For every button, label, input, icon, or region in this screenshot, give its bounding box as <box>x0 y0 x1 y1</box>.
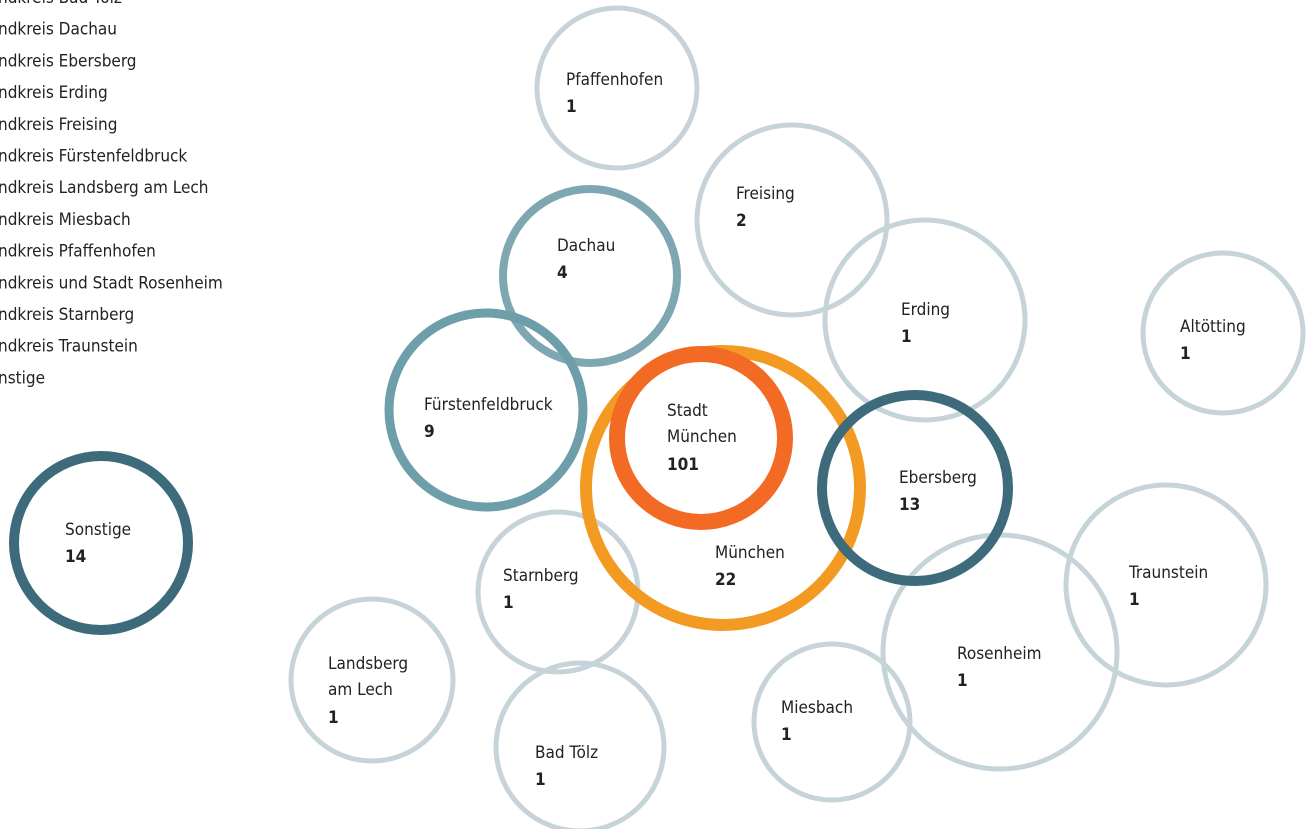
region-label: München <box>715 543 785 563</box>
region-count: 2 <box>736 211 747 231</box>
region-label: Altötting <box>1180 317 1246 337</box>
list-item: ndkreis Starnberg <box>0 305 134 325</box>
region-label: Landsberg <box>328 654 408 674</box>
region-count: 22 <box>715 570 736 590</box>
list-item: nstige <box>0 368 45 388</box>
region-count: 1 <box>566 97 577 117</box>
list-item: ndkreis Erding <box>0 83 108 103</box>
region-count: 101 <box>667 455 699 475</box>
region-count: 1 <box>328 708 339 728</box>
region-count: 1 <box>901 327 912 347</box>
region-label: München <box>667 427 737 447</box>
list-item: ndkreis Freising <box>0 115 117 135</box>
region-circle <box>817 390 1013 586</box>
region-circle <box>475 509 641 675</box>
list-item: ndkreis und Stadt Rosenheim <box>0 273 223 293</box>
region-count: 9 <box>424 422 435 442</box>
region-circle <box>534 5 700 171</box>
region-circle <box>9 451 193 635</box>
region-label: Traunstein <box>1128 563 1208 583</box>
region-circle <box>499 185 681 367</box>
list-item: ndkreis Traunstein <box>0 337 138 357</box>
list-item: ndkreis Bad Tölz <box>0 0 122 8</box>
region-label: Fürstenfeldbruck <box>424 395 553 415</box>
region-label: Miesbach <box>781 698 853 718</box>
region-label: Rosenheim <box>957 644 1042 664</box>
region-label: am Lech <box>328 680 393 700</box>
region-count: 1 <box>781 725 792 745</box>
region-count: 1 <box>503 593 514 613</box>
region-label: Sonstige <box>65 520 131 540</box>
list-item: ndkreis Dachau <box>0 20 117 40</box>
region-label: Freising <box>736 184 795 204</box>
list-item: ndkreis Ebersberg <box>0 51 137 71</box>
region-circle <box>1063 482 1269 688</box>
region-circle <box>493 660 667 829</box>
list-item: ndkreis Pfaffenhofen <box>0 242 156 262</box>
region-label: Starnberg <box>503 566 579 586</box>
region-count: 1 <box>957 671 968 691</box>
region-count: 1 <box>1180 344 1191 364</box>
region-circle <box>288 596 456 764</box>
region-count: 4 <box>557 263 568 283</box>
region-count: 14 <box>65 547 86 567</box>
region-circle <box>1140 250 1306 416</box>
list-item: ndkreis Fürstenfeldbruck <box>0 147 187 167</box>
region-label: Erding <box>901 300 950 320</box>
region-circle <box>384 308 588 512</box>
region-label: Dachau <box>557 236 615 256</box>
region-label: Bad Tölz <box>535 743 598 763</box>
region-circle <box>694 122 890 318</box>
region-circle <box>609 346 793 530</box>
region-label: Stadt <box>667 401 708 421</box>
region-count: 1 <box>1129 590 1140 610</box>
region-label: Ebersberg <box>899 468 977 488</box>
region-label: Pfaffenhofen <box>566 70 663 90</box>
region-circle <box>751 641 913 803</box>
list-item: ndkreis Miesbach <box>0 210 131 230</box>
region-count: 1 <box>535 770 546 790</box>
region-count: 13 <box>899 495 920 515</box>
list-item: ndkreis Landsberg am Lech <box>0 178 208 198</box>
region-circle <box>822 217 1028 423</box>
